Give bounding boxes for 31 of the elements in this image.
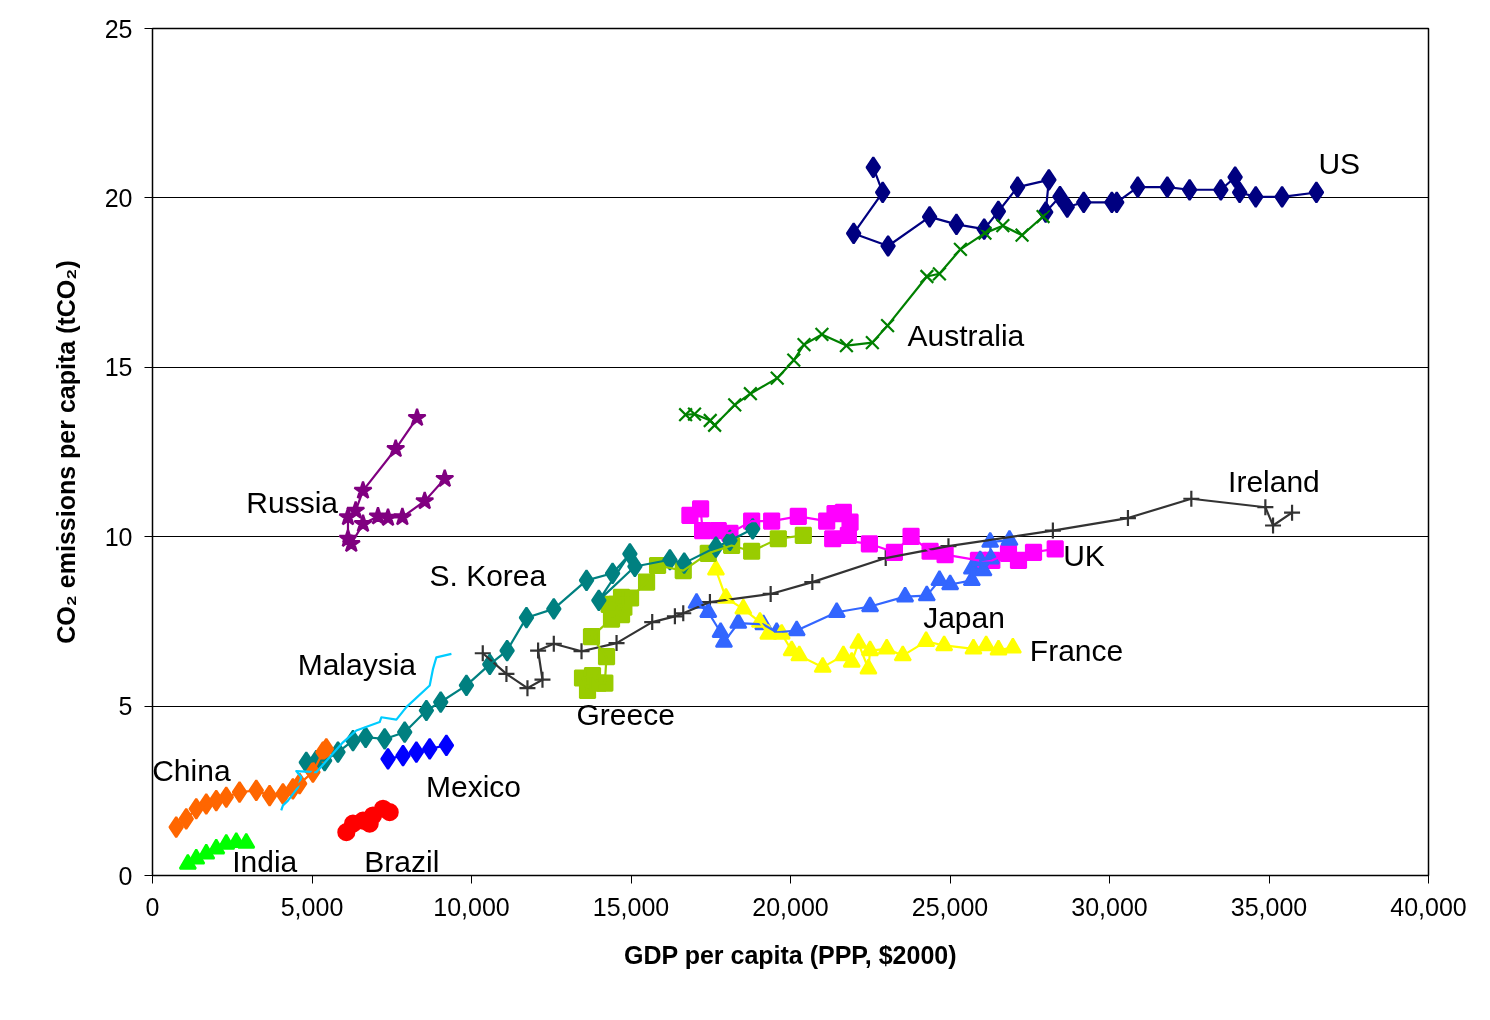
series-label: India	[232, 845, 298, 879]
y-tick-label: 25	[104, 14, 133, 43]
series-label: Japan	[923, 600, 1005, 634]
x-axis-title: GDP per capita (PPP, $2000)	[623, 940, 957, 969]
series-label: Ireland	[1228, 465, 1320, 499]
x-tick-label: 10,000	[433, 892, 510, 921]
series-label: US	[1318, 146, 1361, 180]
y-tick-label: 20	[104, 183, 133, 212]
y-tick-label: 5	[118, 692, 133, 721]
series-label: Brazil	[364, 844, 440, 878]
x-tick-label: 40,000	[1390, 892, 1467, 921]
series-label: Malaysia	[297, 648, 417, 682]
y-tick-label: 0	[118, 861, 133, 890]
x-tick-label: 25,000	[911, 892, 989, 921]
y-tick-label: 10	[104, 522, 133, 551]
x-tick-label: 20,000	[752, 892, 829, 921]
series-label: S. Korea	[429, 559, 547, 593]
x-tick-label: 35,000	[1230, 892, 1308, 921]
series-label: Russia	[246, 485, 339, 519]
series-label: China	[152, 753, 231, 787]
x-tick-label: 15,000	[592, 892, 670, 921]
series-label: UK	[1063, 539, 1105, 573]
x-tick-label: 0	[145, 892, 160, 921]
x-tick-label: 30,000	[1071, 892, 1148, 921]
y-tick-label: 15	[104, 353, 133, 382]
series-label: Australia	[907, 319, 1025, 353]
series-label: France	[1029, 634, 1124, 668]
y-axis-title: CO₂ emissions per capita (tCO₂)	[51, 260, 80, 644]
series-label: Greece	[576, 698, 675, 732]
x-tick-label: 5,000	[280, 892, 344, 921]
series-label: Mexico	[426, 770, 522, 804]
